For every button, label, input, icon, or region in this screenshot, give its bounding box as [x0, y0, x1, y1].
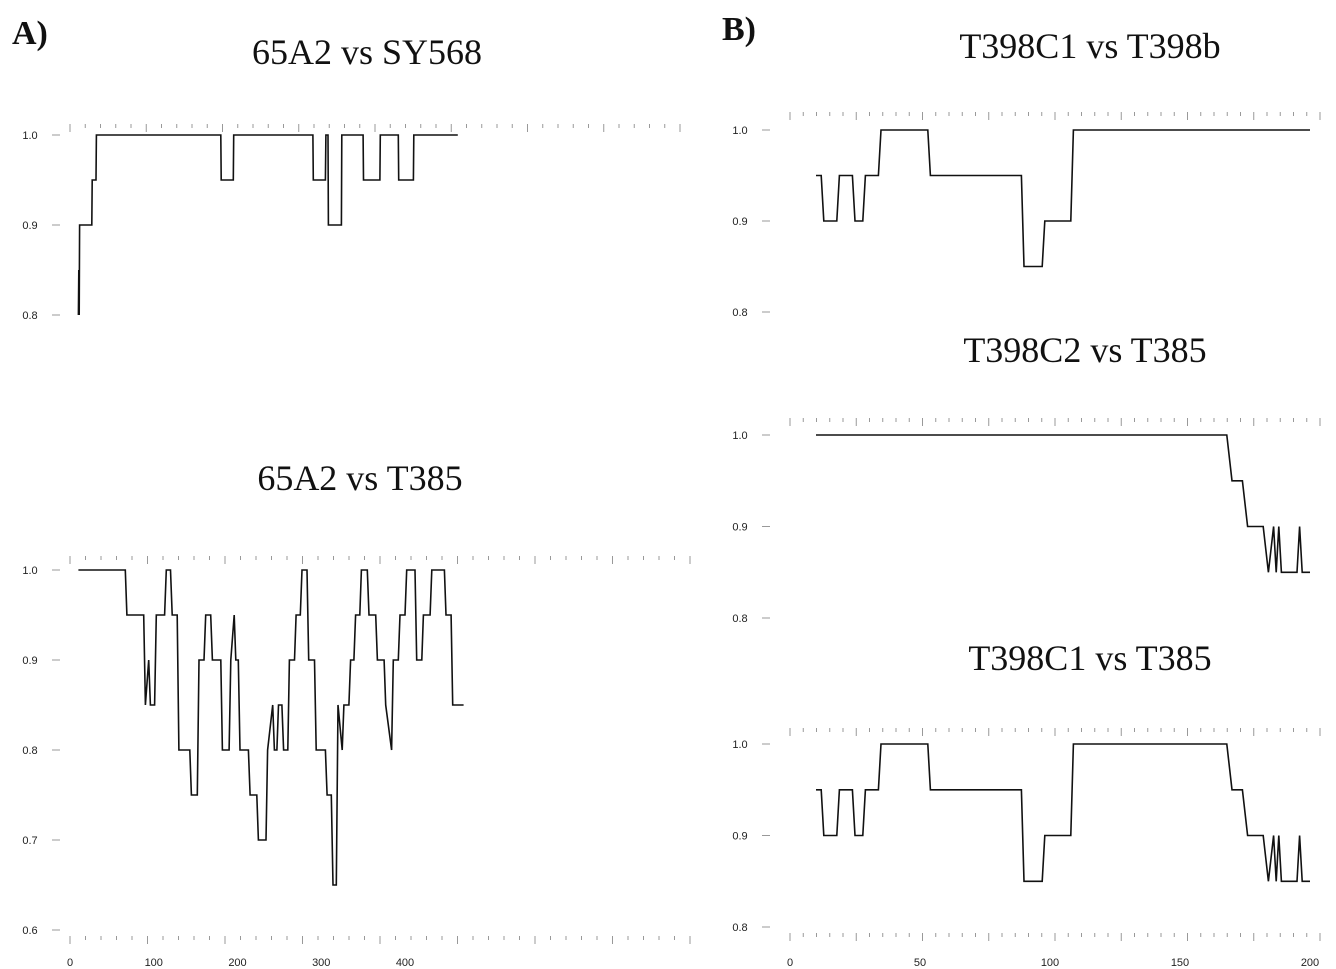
x-tick-label: 300	[312, 957, 330, 969]
y-tick-label: 0.8	[22, 310, 37, 322]
y-tick-label: 0.8	[732, 613, 747, 625]
y-tick-label: 0.9	[732, 831, 747, 843]
y-tick-label: 0.9	[22, 655, 37, 667]
x-tick-label: 0	[67, 957, 73, 969]
series-line	[77, 134, 458, 316]
y-tick-label: 0.8	[22, 745, 37, 757]
panel-letter-b: B)	[722, 11, 756, 48]
series-line	[816, 743, 1310, 883]
x-tick-label: 0	[787, 957, 793, 969]
charts: 65A2 vs SY568 0.8 0.9 1.0 65A2 vs T385 0.6 0.7…	[22, 26, 1321, 969]
x-tick-label: 200	[1301, 957, 1319, 969]
x-tick-label: 200	[228, 957, 246, 969]
chart-1: 65A2 vs SY568 0.8 0.9 1.0	[22, 32, 681, 322]
panel-letter-a: A)	[12, 15, 48, 52]
y-tick-label: 0.8	[732, 922, 747, 934]
chart-4: T398C2 vs T385 0.8 0.9 1.0	[732, 330, 1321, 625]
series-line	[78, 569, 464, 886]
y-tick-label: 1.0	[732, 125, 747, 137]
y-tick-label: 0.7	[22, 835, 37, 847]
x-tick-label: 100	[1041, 957, 1059, 969]
y-tick-label: 1.0	[22, 565, 37, 577]
y-tick-label: 0.6	[22, 925, 37, 937]
x-tick-label: 100	[145, 957, 163, 969]
y-tick-label: 0.9	[732, 522, 747, 534]
series-line	[816, 434, 1310, 574]
chart-title: T398C1 vs T385	[968, 638, 1211, 678]
chart-2: 65A2 vs T385 0.6 0.7 0.8 0.9 1.0 0 100 200 300 400	[22, 458, 691, 969]
series-line	[816, 129, 1310, 268]
chart-5: T398C1 vs T385 0.8 0.9 1.0 0 50 100 150 200	[732, 638, 1321, 969]
x-tick-label: 400	[396, 957, 414, 969]
chart-3: T398C1 vs T398b 0.8 0.9 1.0	[732, 26, 1321, 319]
chart-title: 65A2 vs SY568	[252, 32, 482, 72]
y-tick-label: 1.0	[22, 130, 37, 142]
y-tick-label: 1.0	[732, 430, 747, 442]
chart-title: T398C2 vs T385	[963, 330, 1206, 370]
y-tick-label: 0.8	[732, 307, 747, 319]
y-tick-label: 0.9	[22, 220, 37, 232]
x-tick-label: 50	[914, 957, 926, 969]
y-tick-label: 1.0	[732, 739, 747, 751]
y-tick-label: 0.9	[732, 216, 747, 228]
x-tick-label: 150	[1171, 957, 1189, 969]
chart-title: 65A2 vs T385	[257, 458, 462, 498]
chart-title: T398C1 vs T398b	[959, 26, 1220, 66]
